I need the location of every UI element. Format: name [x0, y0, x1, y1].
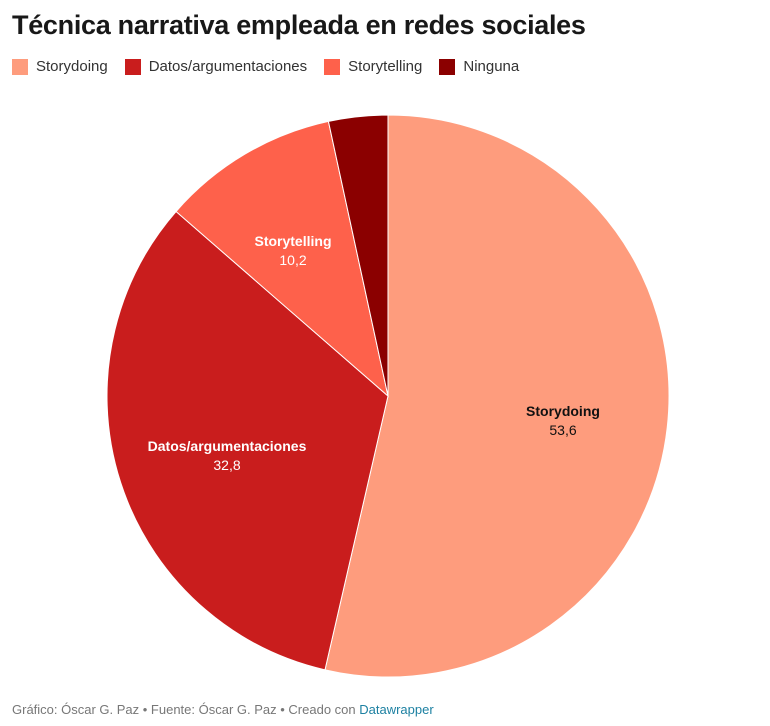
slice-value: 32,8	[213, 457, 240, 473]
slice-value: 10,2	[279, 252, 306, 268]
footer-credits-text: Gráfico: Óscar G. Paz • Fuente: Óscar G.…	[12, 702, 360, 717]
legend-label: Datos/argumentaciones	[148, 58, 308, 75]
pie-slice-ninguna[interactable]	[327, 114, 389, 397]
legend-swatch	[12, 58, 28, 75]
footer-credits: Gráfico: Óscar G. Paz • Fuente: Óscar G.…	[12, 702, 434, 717]
legend-label: Ninguna	[463, 58, 520, 75]
slice-label: Storytelling	[254, 233, 331, 249]
chart-title: Técnica narrativa empleada en redes soci…	[12, 10, 586, 40]
legend: Storydoing Datos/argumentaciones Storyte…	[12, 58, 519, 75]
legend-item-storydoing: Storydoing	[12, 58, 108, 75]
pie-slice-storydoing[interactable]	[324, 114, 670, 678]
slice-label: Storydoing	[526, 403, 600, 419]
legend-label: Storytelling	[348, 58, 423, 75]
legend-label: Storydoing	[36, 58, 108, 75]
legend-swatch	[439, 58, 456, 75]
legend-swatch	[324, 58, 341, 75]
pie-slice-datos-argumentaciones[interactable]	[106, 210, 389, 671]
legend-item-ninguna: Ninguna	[439, 58, 519, 75]
slice-label: Datos/argumentaciones	[148, 438, 307, 454]
legend-item-datos: Datos/argumentaciones	[124, 58, 308, 75]
slice-value: 53,6	[549, 422, 576, 438]
pie-slice-storytelling[interactable]	[175, 120, 389, 398]
datawrapper-link[interactable]: Datawrapper	[359, 702, 434, 717]
legend-item-storytelling: Storytelling	[324, 58, 422, 75]
legend-swatch	[124, 58, 141, 75]
